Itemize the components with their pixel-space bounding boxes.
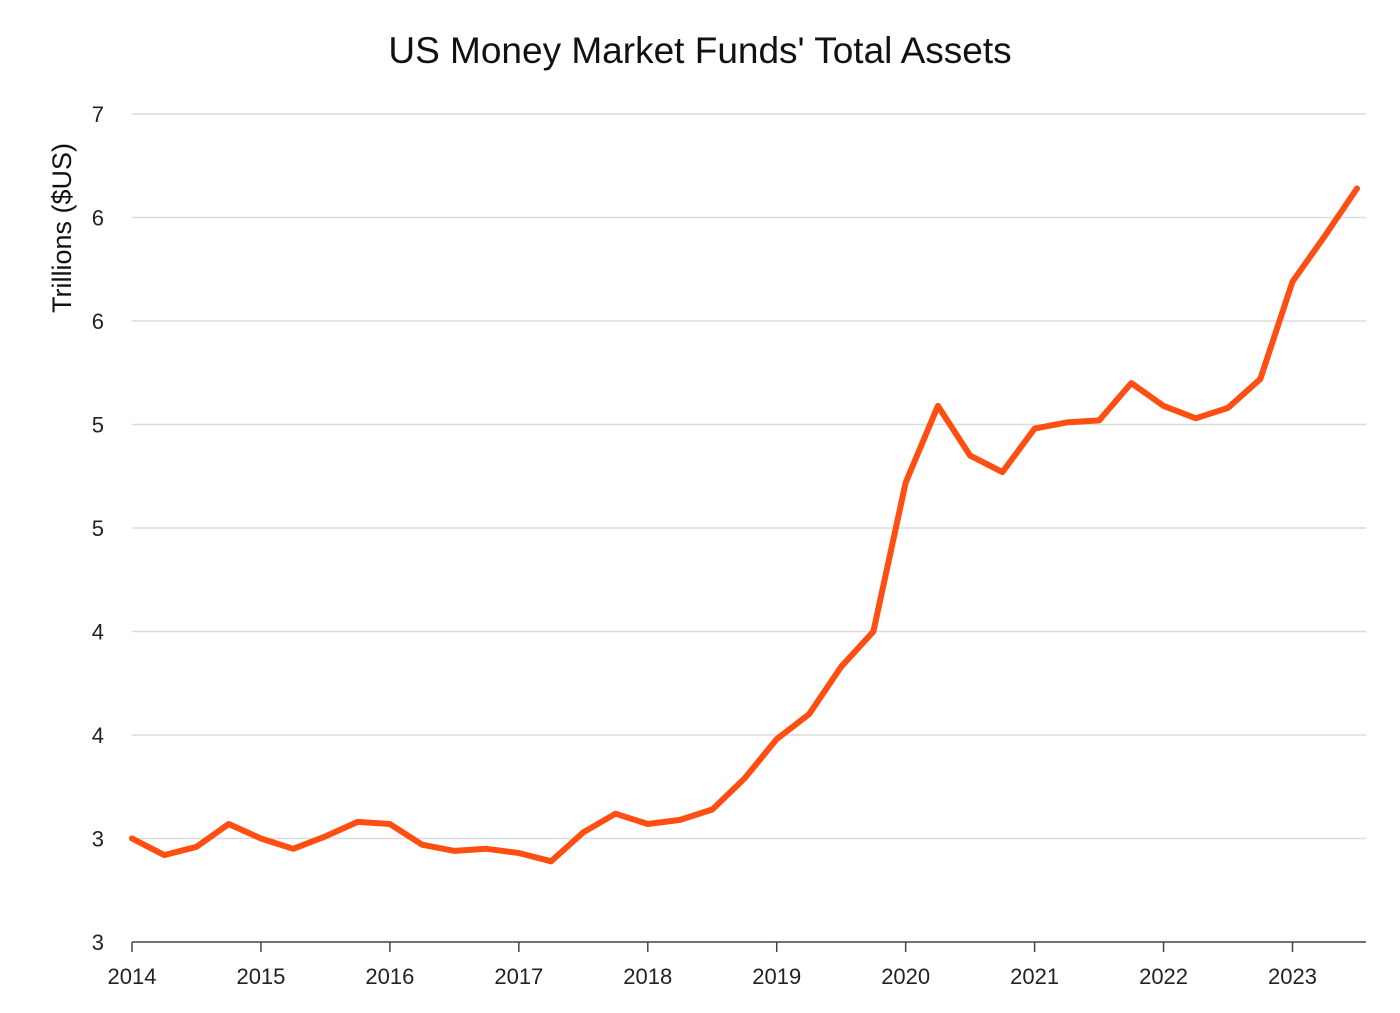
gridlines [132,113,1366,840]
y-axis-label: Trillions ($US) [47,143,77,313]
x-tick-label: 2014 [108,964,157,989]
y-tick-label: 4 [92,620,104,645]
x-tick-label: 2019 [752,964,801,989]
x-tick-label: 2017 [494,964,543,989]
y-tick-label: 5 [92,413,104,438]
y-tick-label: 5 [92,516,104,541]
y-tick-label: 6 [92,206,104,231]
y-axis-ticks: 3 3 4 4 5 5 6 6 7 [92,102,104,955]
y-tick-label: 3 [92,827,104,852]
x-tick-label: 2023 [1268,964,1317,989]
y-tick-label: 3 [92,930,104,955]
series-layer [129,185,1360,865]
y-tick-label: 6 [92,309,104,334]
x-tick-label: 2018 [623,964,672,989]
y-tick-label: 4 [92,723,104,748]
y-tick-label: 7 [92,102,104,127]
series-line [129,185,1360,865]
x-axis-ticks: 2014 2015 2016 2017 2018 2019 2020 2021 2022 2023 [108,942,1317,989]
x-tick-label: 2016 [365,964,414,989]
x-tick-label: 2022 [1139,964,1188,989]
x-tick-label: 2020 [881,964,930,989]
x-tick-label: 2015 [236,964,285,989]
chart-title: US Money Market Funds' Total Assets [388,30,1011,71]
x-tick-label: 2021 [1010,964,1059,989]
